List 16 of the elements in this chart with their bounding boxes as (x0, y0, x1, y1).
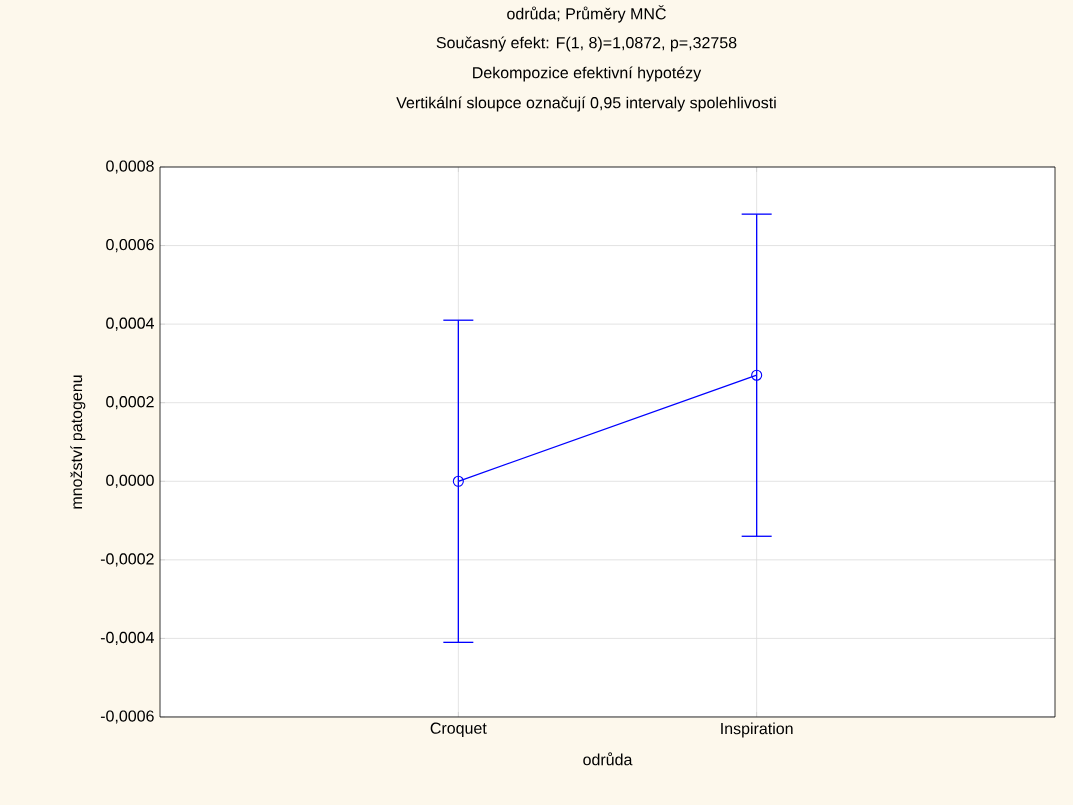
y-tick-label: 0,0002 (106, 396, 154, 410)
x-tick-label: Croquet (430, 722, 487, 738)
text: Vertikální sloupce označují 0,95 intervaly spolehlivosti (396, 96, 776, 112)
y-axis-title: množství patogenu (70, 375, 86, 509)
chart-subtitle: Současný efekt: F(1, 8)=1,0872, p=,32758 (436, 36, 737, 52)
y-tick-label: -0,0002 (100, 553, 154, 567)
y-tick-label: -0,0006 (100, 710, 154, 724)
x-axis-title: odrůda (583, 752, 633, 766)
text: Dekompozice efektivní hypotézy (473, 66, 702, 82)
chart-title: odrůda; Průměry MNČ (507, 5, 666, 23)
y-tick-label: 0,0008 (106, 160, 154, 174)
x-tick-label: Inspiration (721, 722, 793, 738)
y-tick-label: 0,0004 (106, 317, 154, 331)
y-tick-label: 0,0006 (106, 238, 154, 253)
y-tick-label: 0,0000 (106, 474, 154, 488)
y-tick-label: -0,0004 (100, 631, 154, 646)
